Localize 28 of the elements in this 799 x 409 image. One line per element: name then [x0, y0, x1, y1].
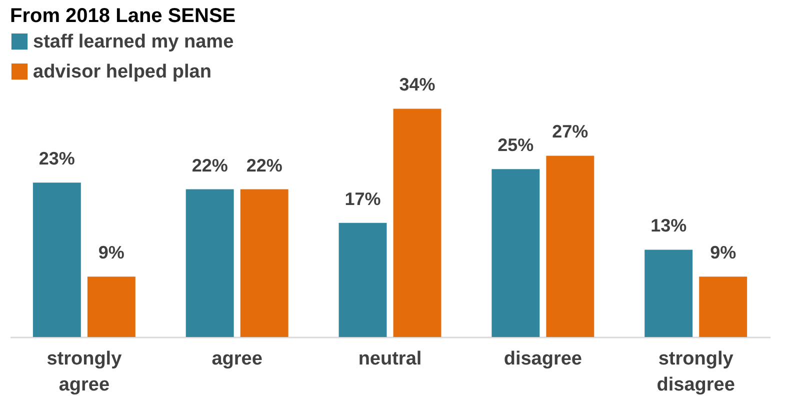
data-label: 17%: [344, 188, 381, 209]
data-label: 9%: [710, 242, 736, 263]
chart-title: From 2018 Lane SENSE: [10, 5, 236, 27]
data-label: 27%: [552, 122, 588, 142]
data-label: 22%: [246, 155, 282, 176]
bar: [186, 189, 234, 337]
data-label: 23%: [38, 148, 75, 169]
bar: [32, 182, 81, 337]
data-label: 13%: [650, 216, 687, 236]
bar: [699, 276, 748, 337]
bar: [240, 189, 288, 337]
data-label: 9%: [98, 242, 124, 263]
legend-label: staff learned my name: [33, 32, 234, 52]
bar: [393, 108, 442, 337]
bar: [87, 276, 136, 337]
x-tick-label: agree: [212, 348, 262, 370]
bar: [644, 250, 693, 337]
bar: [546, 156, 594, 337]
data-label: 25%: [498, 135, 534, 156]
legend-label: advisor helped plan: [33, 62, 212, 82]
x-tick-label: strongly agree: [46, 348, 122, 396]
x-tick-label: strongly disagree: [656, 348, 735, 396]
data-label: 22%: [192, 155, 228, 176]
data-label: 34%: [399, 74, 436, 95]
bar: [338, 222, 387, 337]
bar: [492, 169, 540, 337]
x-tick-label: neutral: [358, 348, 422, 370]
x-tick-label: disagree: [504, 348, 582, 370]
